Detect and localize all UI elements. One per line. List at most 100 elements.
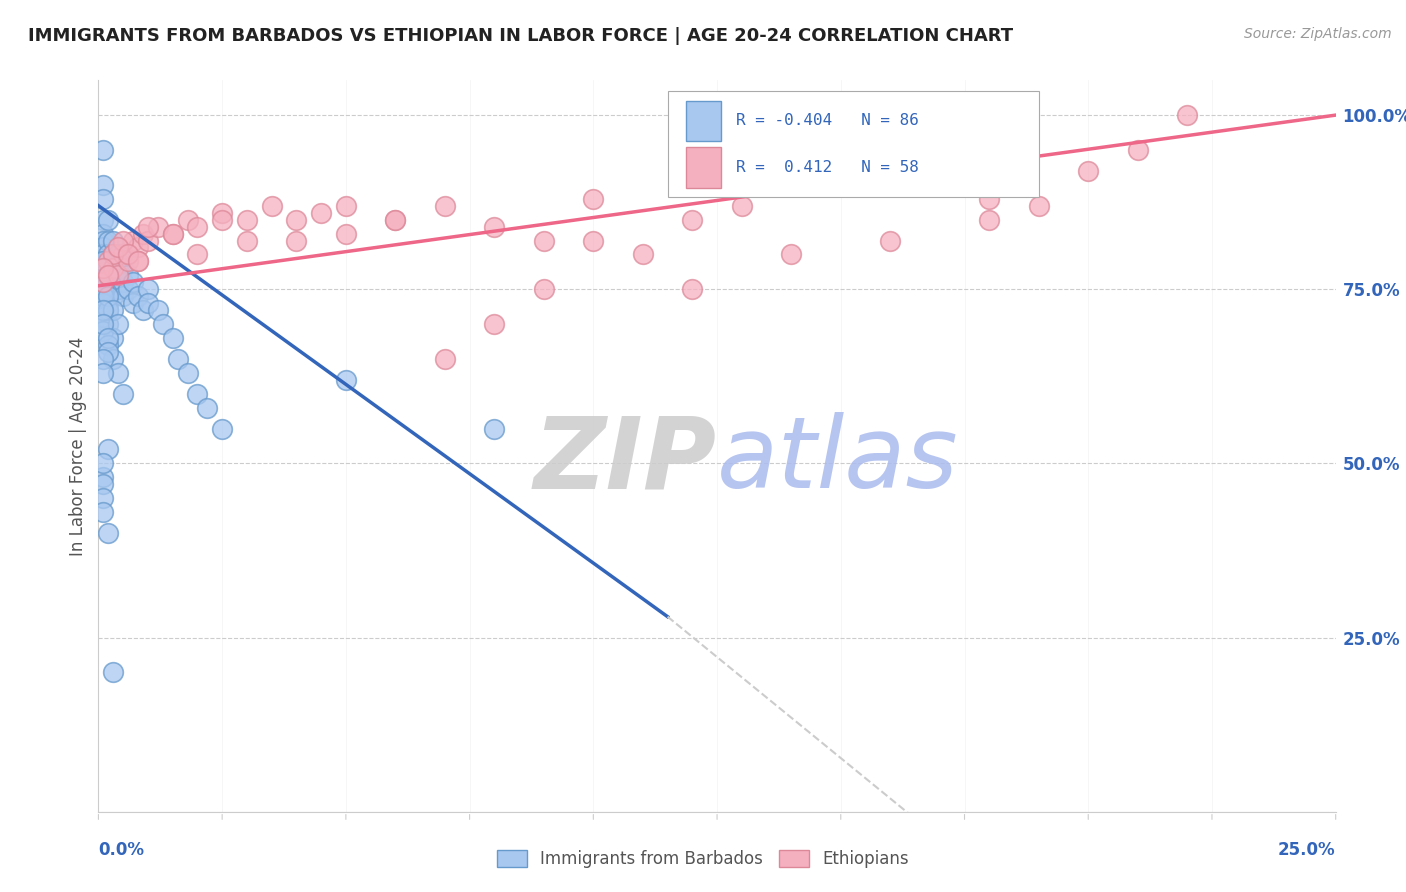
Legend: Immigrants from Barbados, Ethiopians: Immigrants from Barbados, Ethiopians (489, 843, 917, 875)
Point (97, 345, 120, 359)
Point (103, 247, 125, 261)
Point (93, 282, 115, 296)
Point (136, 282, 159, 296)
Point (879, 234, 901, 248)
Point (117, 254, 139, 268)
Point (127, 254, 149, 268)
Point (484, 219, 506, 234)
Point (107, 366, 129, 380)
Point (107, 240, 129, 254)
Point (335, 373, 357, 387)
Text: IMMIGRANTS FROM BARBADOS VS ETHIOPIAN IN LABOR FORCE | AGE 20-24 CORRELATION CHA: IMMIGRANTS FROM BARBADOS VS ETHIOPIAN IN… (28, 27, 1014, 45)
Point (122, 234, 145, 248)
Point (103, 331, 125, 345)
Point (162, 227, 184, 241)
Point (176, 366, 198, 380)
Point (103, 303, 125, 318)
Point (93, 261, 115, 276)
Point (103, 275, 125, 289)
Point (93, 296, 115, 310)
Point (93, 275, 115, 289)
Point (103, 261, 125, 276)
Point (97, 212, 120, 227)
Point (97, 234, 120, 248)
Point (93, 491, 115, 506)
Point (384, 212, 406, 227)
Point (731, 199, 754, 213)
Point (830, 178, 852, 192)
Text: R = -0.404   N = 86: R = -0.404 N = 86 (735, 113, 918, 128)
Point (97, 526, 120, 541)
Point (97, 282, 120, 296)
Point (112, 275, 135, 289)
Point (146, 219, 169, 234)
Point (97, 261, 120, 276)
Point (112, 386, 135, 401)
Point (97, 289, 120, 303)
Point (103, 261, 125, 276)
Point (93, 310, 115, 325)
Point (112, 289, 135, 303)
Point (93, 470, 115, 484)
Point (97, 247, 120, 261)
Point (97, 338, 120, 352)
Point (186, 219, 208, 234)
Point (484, 421, 506, 435)
Point (780, 247, 803, 261)
Point (97, 442, 120, 457)
Point (107, 275, 129, 289)
Point (335, 227, 357, 241)
Point (166, 351, 188, 366)
Point (103, 351, 125, 366)
Point (211, 421, 233, 435)
Point (195, 401, 218, 415)
Point (211, 212, 233, 227)
Point (93, 275, 115, 289)
Point (93, 268, 115, 283)
Point (97, 289, 120, 303)
Point (335, 199, 357, 213)
Point (582, 192, 605, 206)
Point (127, 240, 149, 254)
Point (97, 268, 120, 283)
Text: atlas: atlas (717, 412, 959, 509)
Point (384, 212, 406, 227)
Text: Source: ZipAtlas.com: Source: ZipAtlas.com (1244, 27, 1392, 41)
FancyBboxPatch shape (668, 91, 1039, 197)
Point (107, 247, 129, 261)
Point (533, 282, 555, 296)
Point (93, 303, 115, 318)
Point (103, 289, 125, 303)
Point (93, 351, 115, 366)
Point (132, 227, 155, 241)
Point (107, 268, 129, 283)
Point (93, 240, 115, 254)
Point (285, 212, 308, 227)
Point (93, 261, 115, 276)
Point (631, 247, 654, 261)
Point (285, 234, 308, 248)
Point (93, 324, 115, 338)
Point (122, 275, 145, 289)
Point (97, 268, 120, 283)
Point (93, 192, 115, 206)
Point (162, 227, 184, 241)
Point (103, 234, 125, 248)
Point (136, 219, 159, 234)
Point (93, 227, 115, 241)
Point (433, 351, 456, 366)
Point (186, 386, 208, 401)
Point (236, 212, 259, 227)
Point (433, 199, 456, 213)
Point (97, 254, 120, 268)
Point (211, 205, 233, 219)
Point (582, 234, 605, 248)
Point (107, 261, 129, 276)
Point (681, 212, 703, 227)
Point (112, 247, 135, 261)
Point (236, 234, 259, 248)
Point (127, 254, 149, 268)
Point (93, 477, 115, 491)
Point (533, 234, 555, 248)
Point (93, 366, 115, 380)
